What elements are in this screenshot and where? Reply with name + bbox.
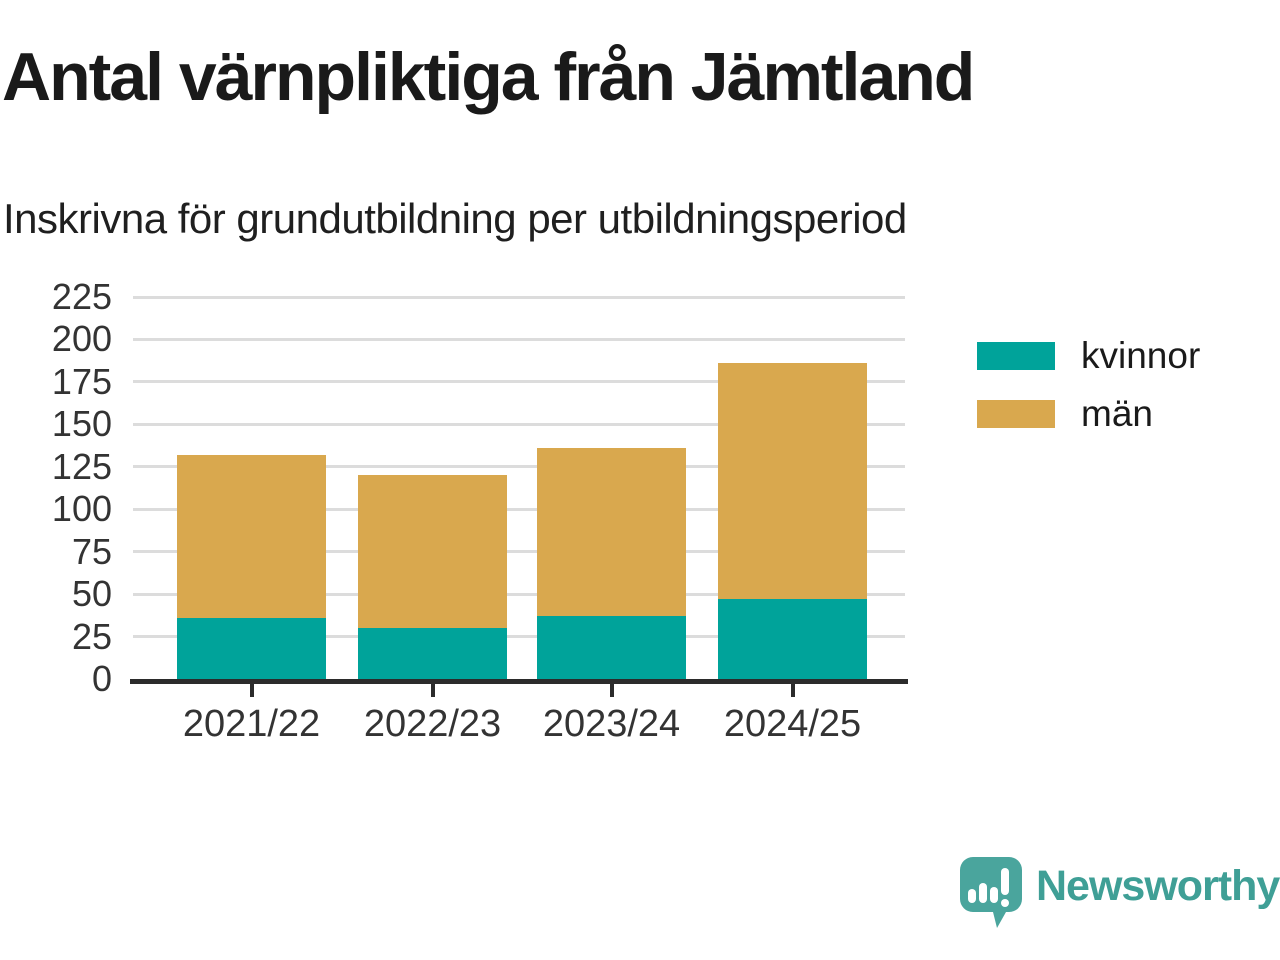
chart-title: Antal värnpliktiga från Jämtland [2, 39, 975, 115]
newsworthy-logo-icon [960, 857, 1022, 928]
bar-segment-kvinnor-2024/25 [718, 599, 867, 679]
bar-segment-kvinnor-2023/24 [537, 616, 686, 679]
y-axis-tick-label: 200 [51, 318, 112, 360]
x-axis-label: 2024/25 [723, 703, 862, 745]
bar-segment-män-2023/24 [537, 448, 686, 617]
y-axis-tick-label: 75 [71, 530, 112, 572]
newsworthy-logo-text: Newsworthy [1036, 862, 1280, 910]
y-axis-labels: 0 25 50 75 100 125 150 175 200 225 [0, 279, 112, 697]
x-axis-label: 2021/22 [182, 703, 321, 745]
y-axis-tick-label: 225 [51, 276, 112, 317]
gridline [133, 465, 905, 469]
y-axis-tick-label: 100 [51, 488, 112, 530]
x-axis-label: 2022/23 [363, 703, 502, 745]
x-axis-line [130, 679, 908, 684]
gridline [133, 422, 905, 426]
bar-segment-kvinnor-2021/22 [177, 617, 326, 679]
x-axis-labels: 2021/22 2022/23 2023/24 2024/25 [133, 705, 905, 755]
bar-segment-män-2024/25 [718, 363, 867, 600]
y-axis-tick-label: 150 [51, 403, 112, 445]
chart-subtitle: Inskrivna för grundutbildning per utbild… [3, 195, 907, 242]
chart-legend: kvinnor män [977, 334, 1200, 435]
legend-swatch [977, 399, 1055, 428]
y-axis-tick-label: 0 [91, 658, 112, 699]
x-axis-tick [249, 684, 254, 697]
gridline [133, 337, 905, 341]
legend-label: kvinnor [1081, 335, 1201, 376]
gridline [133, 295, 905, 299]
legend-label: män [1081, 393, 1153, 434]
y-axis-tick-label: 175 [51, 360, 112, 402]
x-axis-label: 2023/24 [542, 703, 681, 745]
gridline [133, 380, 905, 384]
x-axis-tick [790, 684, 795, 697]
y-axis-tick-label: 25 [71, 615, 112, 657]
bar-segment-män-2021/22 [177, 454, 326, 618]
gridline [133, 592, 905, 596]
x-axis-tick [609, 684, 614, 697]
x-axis-tick [430, 684, 435, 697]
legend-swatch [977, 341, 1055, 370]
bar-segment-kvinnor-2022/23 [358, 628, 507, 679]
y-axis-tick-label: 50 [71, 573, 112, 615]
legend-item-kvinnor: kvinnor [977, 334, 1200, 377]
y-axis-tick-label: 125 [51, 445, 112, 487]
newsworthy-brand: Newsworthy [960, 857, 1280, 931]
plot-area [130, 295, 908, 697]
gridline [133, 550, 905, 554]
bar-segment-män-2022/23 [358, 475, 507, 629]
legend-item-män: män [977, 392, 1200, 435]
gridline [133, 635, 905, 639]
gridline [133, 507, 905, 511]
